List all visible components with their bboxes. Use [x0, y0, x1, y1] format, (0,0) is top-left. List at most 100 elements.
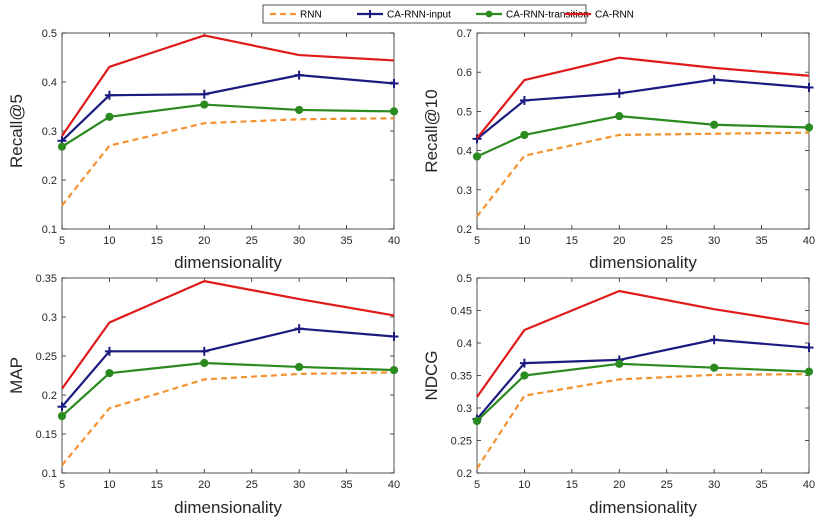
x-axis-label: dimensionality [589, 253, 697, 272]
y-axis-label: Recall@10 [422, 89, 441, 172]
point-transition [615, 112, 624, 121]
y-tick-label: 0.1 [42, 224, 57, 236]
point-transition [804, 367, 814, 376]
series-line-rnn [61, 117, 395, 207]
point-input [614, 88, 624, 98]
legend-entry-carnn: CA-RNN [565, 10, 634, 21]
y-tick-label: 0.35 [36, 273, 57, 285]
x-tick-label: 35 [340, 479, 352, 491]
y-axis-label: NDCG [422, 350, 441, 400]
point-transition [57, 142, 67, 151]
point-input [104, 346, 114, 356]
y-tick-label: 0.3 [457, 185, 472, 197]
x-tick-label: 5 [59, 479, 65, 491]
legend-entry-transition: CA-RNN-transition [476, 10, 589, 21]
point-transition [520, 371, 529, 380]
series-line-carnn [61, 280, 395, 390]
y-tick-label: 0.2 [457, 224, 472, 236]
point-transition [710, 363, 719, 372]
chart-panel-4: 5 10 15 20 25 30 35 40 0.2 0.25 0.3 0.35 0.4 0.45 0.5 d… [422, 273, 815, 517]
point-input [104, 90, 114, 100]
point-transition [57, 411, 67, 421]
point-transition [200, 358, 209, 368]
y-tick-label: 0.25 [36, 351, 57, 363]
x-tick-label: 20 [613, 235, 625, 247]
legend-marker-transition [485, 10, 493, 18]
legend-label-rnn: RNN [300, 10, 322, 21]
point-input [709, 75, 719, 85]
point-transition [295, 105, 304, 115]
y-axis-label: Recall@5 [7, 94, 26, 168]
x-tick-label: 35 [755, 479, 767, 491]
series-line-rnn [61, 371, 395, 466]
y-tick-label: 0.35 [451, 371, 472, 383]
x-tick-label: 30 [708, 479, 720, 491]
point-transition [804, 123, 814, 132]
y-tick-label: 0.25 [451, 436, 472, 448]
y-tick-label: 0.3 [42, 312, 57, 324]
y-tick-label: 0.15 [36, 429, 57, 441]
x-axis-label: dimensionality [589, 498, 697, 517]
point-input [804, 82, 814, 92]
x-axis-label: dimensionality [174, 498, 282, 517]
x-tick-label: 5 [474, 235, 480, 247]
point-transition [472, 152, 482, 161]
series-line-carnn [476, 56, 810, 139]
x-tick-label: 10 [103, 479, 115, 491]
x-tick-label: 5 [474, 479, 480, 491]
x-tick-label: 15 [566, 479, 578, 491]
point-transition [389, 365, 399, 375]
legend-marker-input [366, 10, 374, 18]
y-tick-label: 0.2 [42, 175, 57, 187]
point-input [519, 95, 529, 105]
point-transition [105, 369, 114, 378]
y-tick-label: 0.2 [457, 468, 472, 480]
chart-panels: 5 10 15 20 25 30 35 40 0.1 0.2 0.3 0.4 0.5 dimensiona… [7, 28, 815, 517]
legend-entry-rnn: RNN [270, 10, 322, 21]
legend: RNN CA-RNN-input CA-RNN-transition CA-RNN [262, 4, 634, 24]
plot-area [61, 32, 395, 230]
legend-label-transition: CA-RNN-transition [506, 10, 589, 21]
x-tick-label: 40 [388, 479, 400, 491]
x-tick-label: 15 [151, 235, 163, 247]
x-axis-label: dimensionality [174, 253, 282, 272]
x-tick-label: 5 [59, 235, 65, 247]
point-transition [710, 120, 719, 129]
series-line-rnn [476, 373, 810, 470]
series-line-carnn [61, 34, 395, 137]
x-tick-label: 35 [340, 235, 352, 247]
x-tick-label: 25 [661, 479, 673, 491]
y-tick-label: 0.5 [457, 273, 472, 285]
x-tick-label: 10 [518, 235, 530, 247]
point-transition [200, 100, 209, 109]
chart-panel-3: 5 10 15 20 25 30 35 40 0.1 0.15 0.2 0.25 0.3 0.35 dime… [7, 273, 400, 517]
point-transition [615, 359, 624, 368]
point-input [199, 89, 209, 99]
y-tick-label: 0.4 [457, 338, 472, 350]
point-input [57, 402, 67, 412]
x-tick-label: 20 [198, 235, 210, 247]
x-tick-label: 40 [803, 235, 815, 247]
legend-label-carnn: CA-RNN [595, 10, 634, 21]
point-input [294, 324, 304, 334]
y-tick-label: 0.45 [451, 306, 472, 318]
y-tick-label: 0.3 [42, 126, 57, 138]
x-tick-label: 30 [293, 235, 305, 247]
plot-area [61, 277, 395, 474]
plot-area [476, 32, 810, 230]
x-tick-label: 35 [755, 235, 767, 247]
x-tick-label: 25 [661, 235, 673, 247]
legend-entry-input: CA-RNN-input [357, 10, 451, 21]
point-input [294, 70, 304, 80]
point-transition [472, 416, 482, 426]
point-transition [389, 107, 399, 116]
y-tick-label: 0.5 [42, 28, 57, 40]
x-tick-label: 30 [708, 235, 720, 247]
x-tick-label: 30 [293, 479, 305, 491]
chart-panel-2: 5 10 15 20 25 30 35 40 0.2 0.3 0.4 0.5 0.6 0.7 dimensi… [422, 28, 815, 272]
y-tick-label: 0.7 [457, 28, 472, 40]
x-tick-label: 40 [388, 235, 400, 247]
x-tick-label: 10 [103, 235, 115, 247]
y-tick-label: 0.4 [457, 146, 472, 158]
x-tick-label: 25 [246, 235, 258, 247]
